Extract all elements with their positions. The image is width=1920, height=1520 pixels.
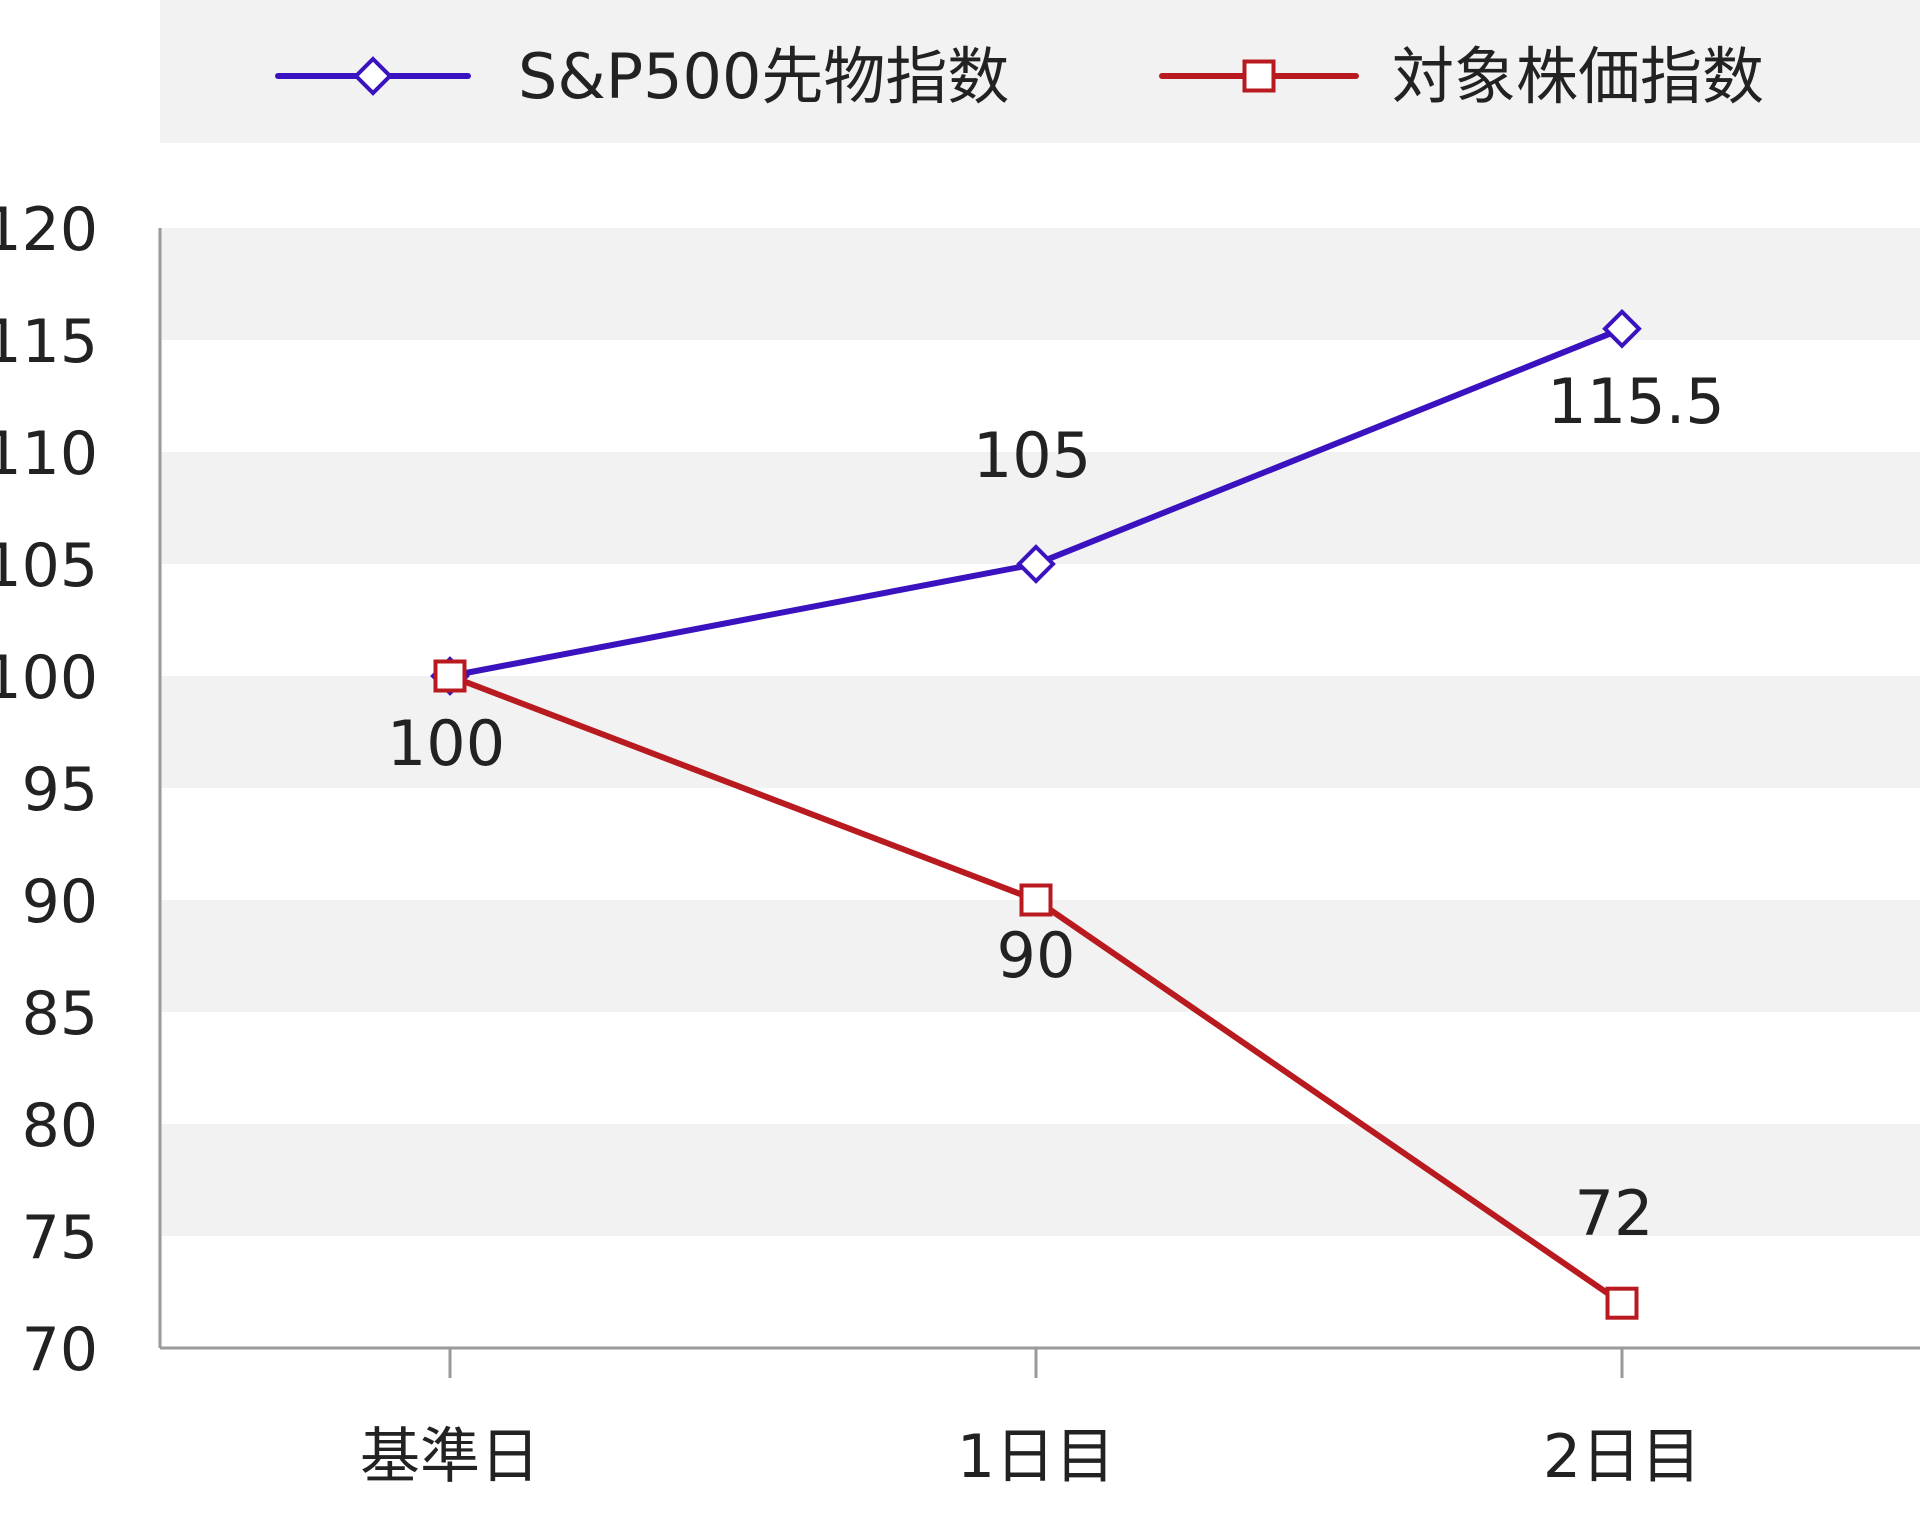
y-tick-label-75: 75 [22,1203,98,1273]
y-tick-label-120: 120 [0,195,98,265]
series-point-item-2 [1605,1286,1639,1320]
legend-marker-s-p500 [353,56,393,96]
series-point-s-p500-1 [1016,544,1056,584]
legend-item-item: 対象株価指数 [1159,40,1764,113]
legend: S&P500先物指数 対象株価指数 [275,40,1764,113]
legend-item-s-p500: S&P500先物指数 [275,40,1009,113]
legend-label-s-p500: S&P500先物指数 [518,40,1009,113]
y-tick-label-85: 85 [22,979,98,1049]
axes: 70 75 80 85 90 95 100 105 110 115 120 基準日 1日目 2日目 [0,195,1920,1492]
x-tick-label-0: 基準日 [360,1422,540,1492]
grid-band [160,900,1920,1012]
grid-band [160,1124,1920,1236]
grid-band [160,452,1920,564]
legend-marker-item [1242,59,1276,93]
x-tick-label-2: 2日目 [1543,1422,1701,1492]
y-tick-label-95: 95 [22,755,98,825]
data-label-item-1: 90 [997,919,1076,992]
legend-label-item: 対象株価指数 [1392,40,1764,113]
y-tick-label-110: 110 [0,419,98,489]
y-tick-label-80: 80 [22,1091,98,1161]
grid-band [160,676,1920,788]
y-tick-label-105: 105 [0,531,98,601]
data-labels: 105 115.5 100 90 72 [387,365,1725,1250]
data-label-item-2: 72 [1575,1177,1654,1250]
grid-bands [160,228,1920,1236]
y-tick-label-115: 115 [0,307,98,377]
y-tick-label-90: 90 [22,867,98,937]
series-item [433,659,1639,1320]
grid-band [160,228,1920,340]
data-label-s-p500-2: 115.5 [1547,365,1725,438]
series-point-item-1 [1019,883,1053,917]
y-tick-label-100: 100 [0,643,98,713]
series-point-item-0 [433,659,467,693]
series-point-s-p500-2 [1602,308,1642,349]
y-tick-label-70: 70 [22,1315,98,1385]
series-layer [430,308,1642,1320]
x-tick-label-1: 1日目 [957,1422,1115,1492]
data-label-item-0: 100 [387,707,505,780]
data-label-s-p500-1: 105 [973,419,1091,492]
legend-background [160,0,1920,143]
